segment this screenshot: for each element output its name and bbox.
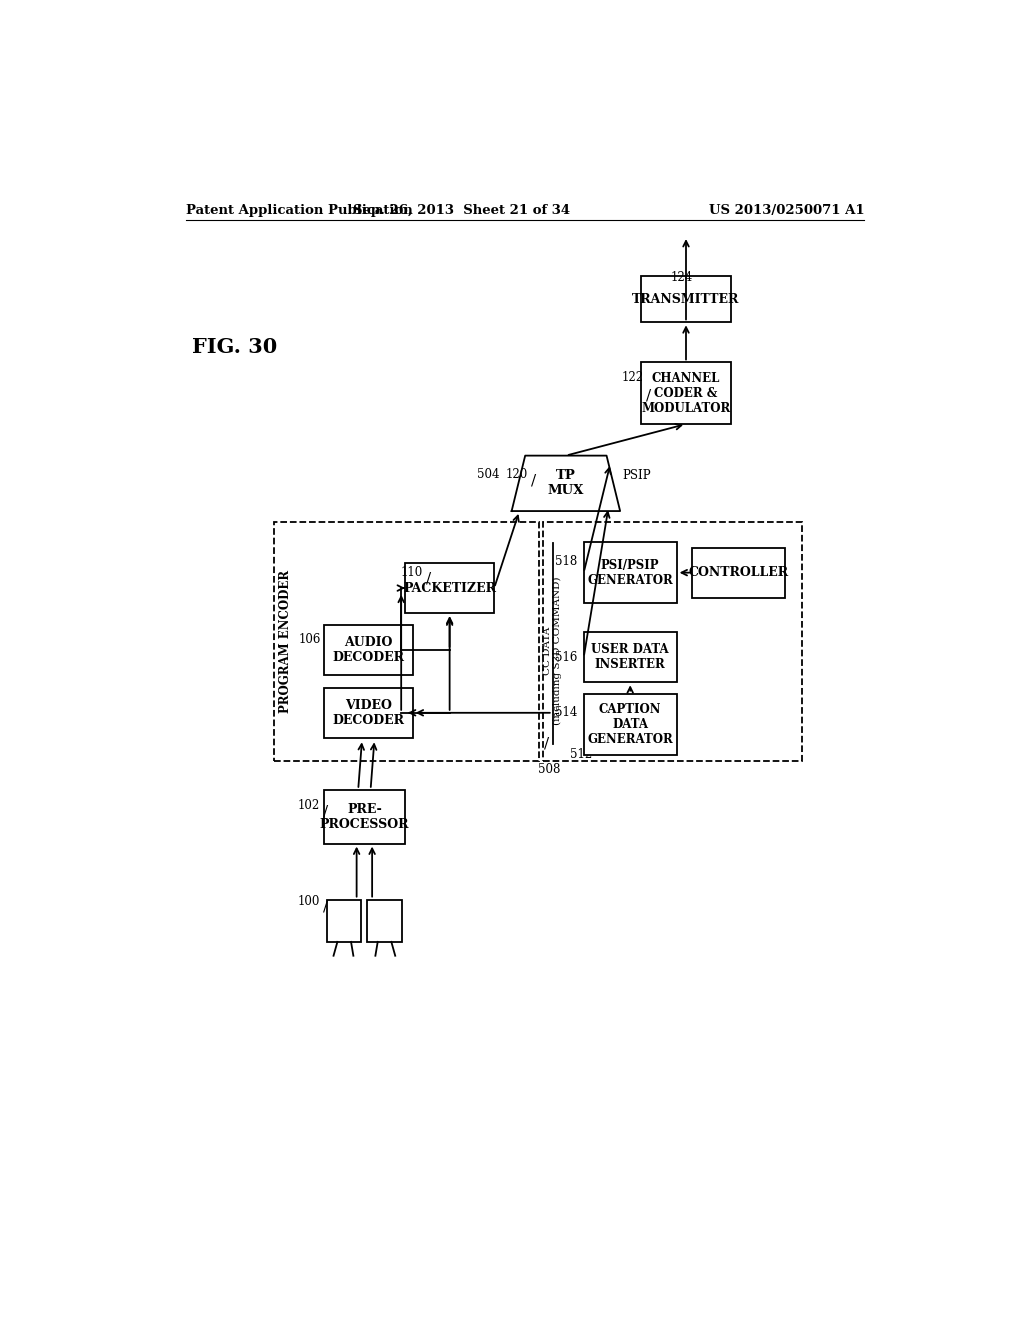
Text: 508: 508: [539, 763, 561, 776]
Text: Sep. 26, 2013  Sheet 21 of 34: Sep. 26, 2013 Sheet 21 of 34: [352, 205, 569, 218]
Bar: [273, 521, 539, 760]
Bar: [584, 541, 677, 603]
Bar: [406, 564, 495, 612]
Text: /: /: [323, 804, 328, 818]
Text: 102: 102: [298, 799, 321, 812]
Text: CAPTION
DATA
GENERATOR: CAPTION DATA GENERATOR: [588, 702, 673, 746]
Text: 516: 516: [555, 651, 578, 664]
Text: VIDEO
DECODER: VIDEO DECODER: [332, 698, 404, 727]
Bar: [324, 624, 413, 675]
Text: 124: 124: [671, 271, 693, 284]
Text: 504: 504: [477, 467, 500, 480]
Bar: [692, 548, 785, 598]
Bar: [368, 899, 401, 942]
Text: 120: 120: [506, 467, 528, 480]
Text: 518: 518: [555, 554, 578, 568]
Text: 106: 106: [299, 634, 321, 647]
Text: 110: 110: [400, 566, 423, 579]
Text: US 2013/0250071 A1: US 2013/0250071 A1: [709, 205, 864, 218]
Text: 514: 514: [555, 706, 578, 719]
Text: /: /: [426, 572, 431, 585]
Text: /: /: [530, 474, 536, 487]
Text: /: /: [646, 388, 651, 403]
Text: TRANSMITTER: TRANSMITTER: [632, 293, 739, 306]
Text: TP
MUX: TP MUX: [548, 470, 584, 498]
Bar: [641, 363, 730, 424]
Text: PACKETIZER: PACKETIZER: [403, 582, 496, 594]
Text: CC DATA
(including S3D COMMAND): CC DATA (including S3D COMMAND): [543, 577, 562, 726]
Text: CONTROLLER: CONTROLLER: [688, 566, 788, 579]
Text: AUDIO
DECODER: AUDIO DECODER: [332, 636, 404, 664]
Bar: [328, 899, 361, 942]
Bar: [324, 688, 413, 738]
Bar: [543, 521, 802, 760]
Text: /: /: [323, 900, 328, 913]
Text: PSIP: PSIP: [623, 469, 651, 482]
Text: PROGRAM ENCODER: PROGRAM ENCODER: [279, 570, 292, 713]
Polygon shape: [512, 455, 621, 511]
Bar: [324, 789, 406, 843]
Text: Patent Application Publication: Patent Application Publication: [186, 205, 413, 218]
Text: USER DATA
INSERTER: USER DATA INSERTER: [592, 643, 669, 672]
Text: PSI/PSIP
GENERATOR: PSI/PSIP GENERATOR: [588, 558, 673, 586]
Text: FIG. 30: FIG. 30: [193, 337, 278, 356]
Text: PRE-
PROCESSOR: PRE- PROCESSOR: [319, 803, 410, 830]
Bar: [584, 693, 677, 755]
Bar: [641, 276, 730, 322]
Text: 100: 100: [298, 895, 321, 908]
Text: /: /: [544, 737, 549, 751]
Text: 122: 122: [622, 371, 643, 384]
Text: 512: 512: [569, 748, 592, 760]
Text: CHANNEL
CODER &
MODULATOR: CHANNEL CODER & MODULATOR: [641, 372, 731, 414]
Bar: [584, 632, 677, 682]
